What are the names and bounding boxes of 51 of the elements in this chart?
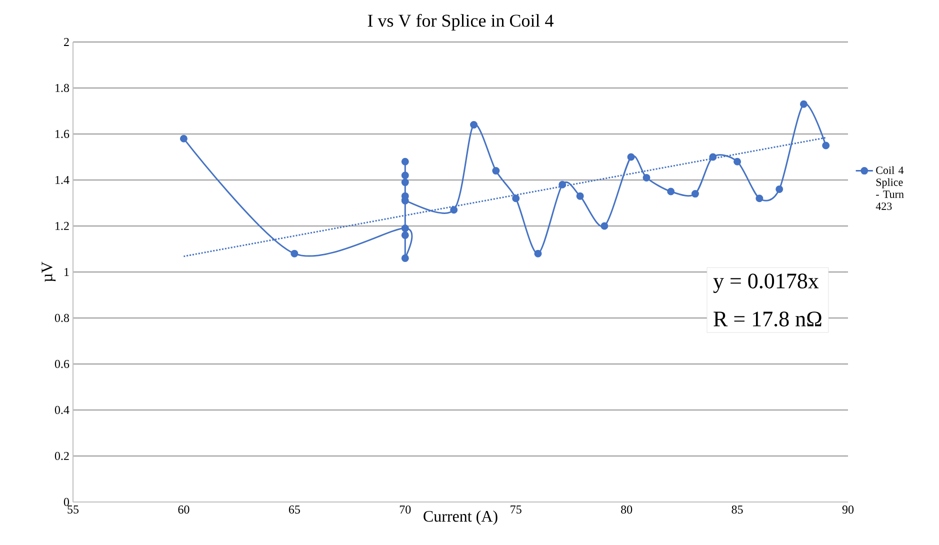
x-tick-label: 85 — [732, 506, 743, 514]
point — [558, 180, 566, 188]
point — [822, 142, 830, 150]
y-tick-label: 0.2 — [54, 452, 69, 460]
x-axis-title: Current (A) — [424, 510, 498, 525]
legend-label: Coil 4 Splice - Turn 423 — [876, 166, 904, 210]
point — [667, 188, 675, 196]
point — [642, 174, 650, 182]
point — [401, 231, 409, 239]
x-tick-label: 65 — [288, 506, 300, 514]
point — [401, 178, 409, 186]
y-tick-label: 1.6 — [56, 130, 70, 138]
x-tick-label: 60 — [178, 506, 190, 514]
x-tick-label: 55 — [68, 506, 79, 514]
point — [401, 172, 409, 180]
point — [576, 192, 584, 200]
point — [534, 250, 542, 258]
x-tick-label: 90 — [842, 506, 854, 514]
y-tick-label: 1.8 — [56, 84, 70, 92]
x-tick-label: 75 — [510, 506, 522, 514]
point — [401, 254, 409, 262]
point — [450, 206, 458, 214]
point — [180, 134, 188, 142]
y-tick-label: 0.8 — [54, 314, 70, 322]
y-tick-label: 0.4 — [54, 406, 70, 414]
point — [709, 153, 717, 161]
y-tick-label: 1 — [64, 268, 69, 276]
y-tick-label: 0 — [64, 498, 70, 506]
y-tick-label: 0.6 — [54, 360, 70, 368]
x-tick-label: 80 — [621, 506, 632, 514]
annotation: R = 17.8 nΩ — [714, 312, 822, 327]
point — [492, 167, 500, 175]
point — [401, 224, 409, 232]
point — [401, 158, 409, 166]
y-tick-label: 1.4 — [56, 176, 70, 184]
annotation: y = 0.0178x — [713, 274, 819, 293]
point — [756, 194, 764, 202]
y-tick-label: 2 — [64, 38, 69, 46]
point — [691, 190, 699, 198]
point — [290, 250, 298, 258]
point — [800, 100, 808, 108]
point — [627, 153, 635, 161]
point — [470, 121, 478, 129]
y-tick-label: 1.2 — [56, 222, 69, 230]
y-axis-title: µV — [42, 262, 56, 282]
point — [512, 194, 520, 202]
x-tick-label: 70 — [400, 506, 411, 514]
point — [600, 222, 608, 230]
chart-title: I vs V for Splice in Coil 4 — [368, 14, 554, 30]
point — [734, 158, 742, 166]
point — [776, 185, 784, 193]
